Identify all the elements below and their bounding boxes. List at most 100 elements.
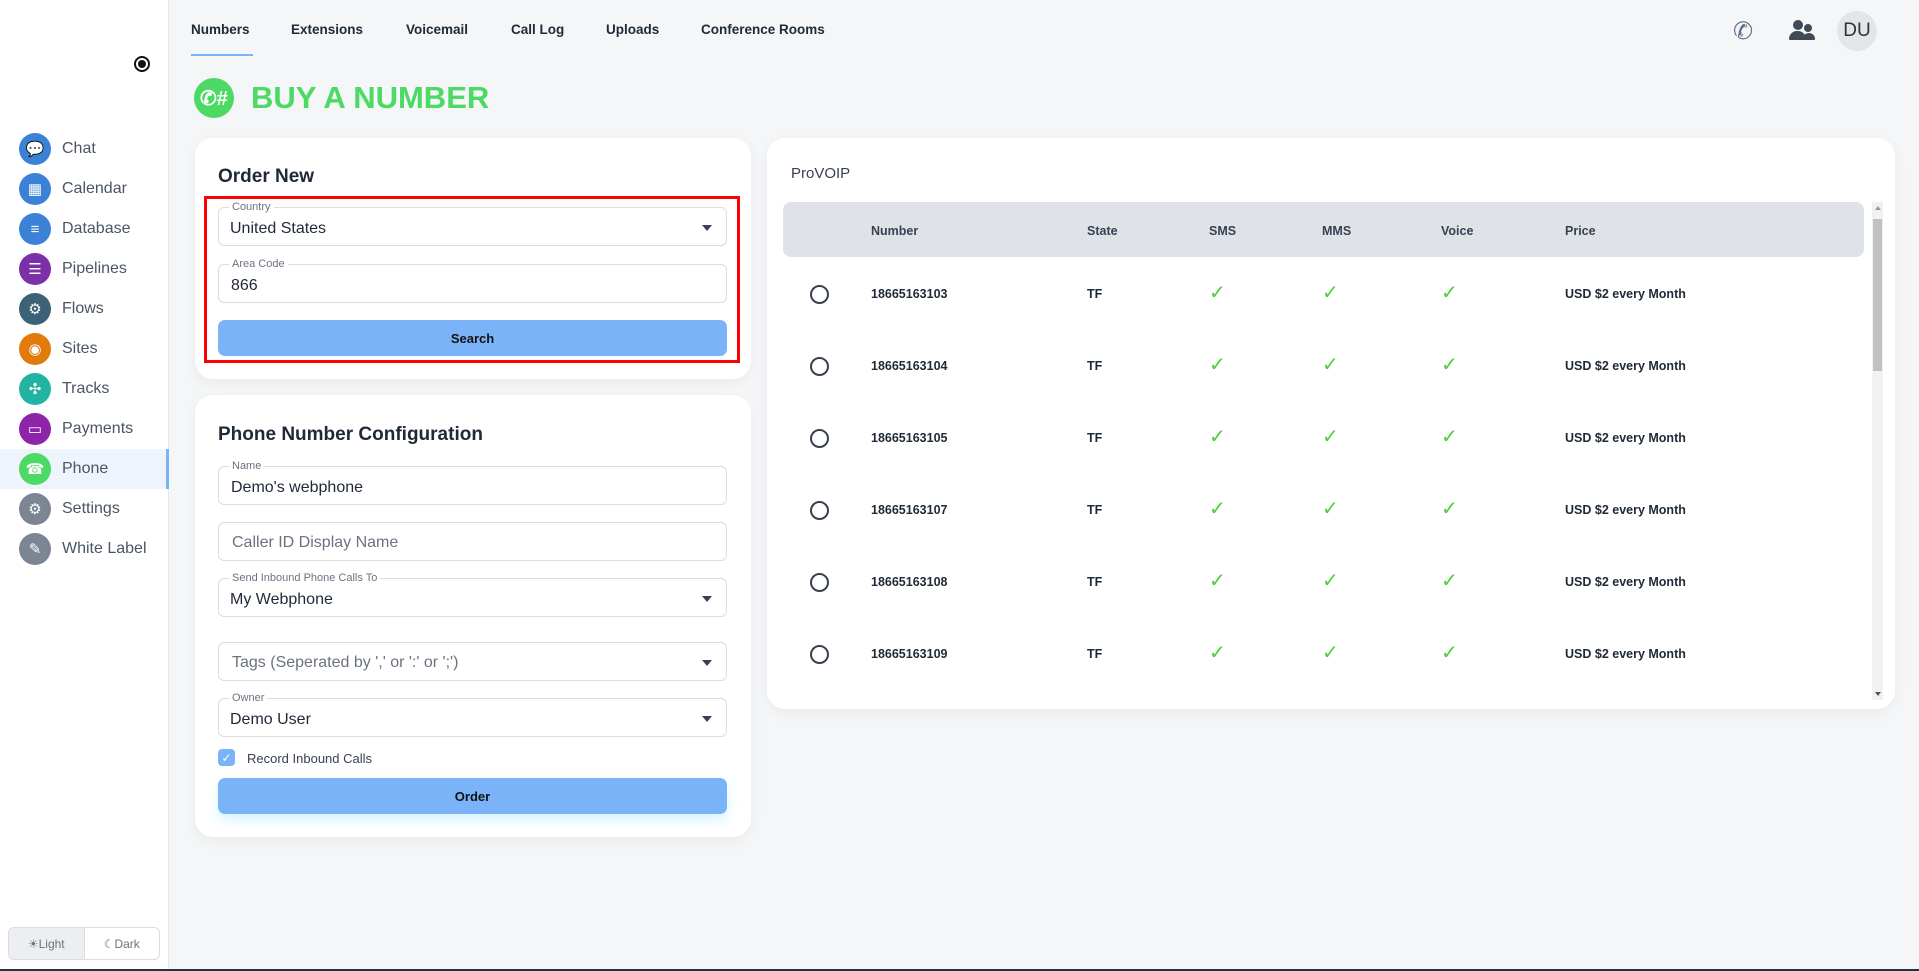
state-cell: TF [1087, 431, 1103, 445]
tab-extensions[interactable]: Extensions [291, 22, 364, 37]
theme-dark-button[interactable]: ☾ Dark [85, 928, 160, 959]
theme-light-button[interactable]: ☀ Light [9, 928, 85, 959]
table-row[interactable]: 18665163107 TF ✓ ✓ ✓ USD $2 every Month [783, 490, 1864, 530]
sidebar-item-calendar[interactable]: ▦ Calendar [0, 169, 169, 209]
send-inbound-select[interactable]: Send Inbound Phone Calls To My Webphone [218, 572, 727, 617]
state-cell: TF [1087, 575, 1103, 589]
active-tab-underline [191, 54, 253, 56]
row-radio[interactable] [810, 429, 829, 448]
price-cell: USD $2 every Month [1565, 647, 1686, 661]
tab-conference-rooms[interactable]: Conference Rooms [701, 22, 825, 37]
voice-check-icon: ✓ [1441, 426, 1458, 448]
tab-numbers[interactable]: Numbers [191, 22, 250, 37]
table-row[interactable]: 18665163103 TF ✓ ✓ ✓ USD $2 every Month [783, 274, 1864, 314]
highlight-box [204, 196, 740, 363]
sidebar-item-flows[interactable]: ⚙ Flows [0, 289, 169, 329]
pipelines-icon: ☰ [19, 253, 51, 285]
row-radio[interactable] [810, 573, 829, 592]
row-radio[interactable] [810, 285, 829, 304]
sidebar-item-white-label[interactable]: ✎ White Label [0, 529, 169, 569]
chevron-down-icon [702, 716, 712, 722]
tags-select[interactable]: Tags (Seperated by ',' or ':' or ';') [218, 642, 727, 681]
name-input[interactable]: Name Demo's webphone [218, 460, 727, 505]
sidebar-item-pipelines[interactable]: ☰ Pipelines [0, 249, 169, 289]
state-cell: TF [1087, 503, 1103, 517]
sidebar-item-database[interactable]: ≡ Database [0, 209, 169, 249]
white-label-icon: ✎ [19, 533, 51, 565]
contacts-icon[interactable] [1789, 18, 1815, 42]
owner-select[interactable]: Owner Demo User [218, 692, 727, 737]
price-cell: USD $2 every Month [1565, 359, 1686, 373]
tab-uploads[interactable]: Uploads [606, 22, 660, 37]
search-button[interactable]: Search [218, 320, 727, 356]
avatar[interactable]: DU [1837, 11, 1877, 51]
country-label: Country [229, 201, 274, 213]
dark-label: Dark [114, 936, 140, 951]
sidebar-item-settings[interactable]: ⚙ Settings [0, 489, 169, 529]
caller-id-input[interactable]: Caller ID Display Name [218, 522, 727, 561]
phone-call-icon[interactable]: ✆ [1733, 18, 1754, 45]
owner-label: Owner [229, 692, 268, 704]
column-header-price: Price [1565, 224, 1596, 238]
area-code-label: Area Code [229, 258, 288, 270]
table-row[interactable]: 18665163109 TF ✓ ✓ ✓ USD $2 every Month [783, 634, 1864, 674]
sun-icon: ☀ [27, 936, 39, 951]
voice-check-icon: ✓ [1441, 642, 1458, 664]
settings-icon: ⚙ [19, 493, 51, 525]
table-row[interactable]: 18665163105 TF ✓ ✓ ✓ USD $2 every Month [783, 418, 1864, 458]
number-cell: 18665163107 [871, 503, 948, 517]
mms-check-icon: ✓ [1322, 282, 1339, 304]
number-cell: 18665163108 [871, 575, 948, 589]
mms-check-icon: ✓ [1322, 498, 1339, 520]
theme-toggle: ☀ Light ☾ Dark [8, 927, 160, 960]
country-select[interactable]: Country United States [218, 201, 727, 246]
mms-check-icon: ✓ [1322, 642, 1339, 664]
sidebar-item-sites[interactable]: ◉ Sites [0, 329, 169, 369]
sidebar-item-phone[interactable]: ☎ Phone [0, 449, 169, 489]
mms-check-icon: ✓ [1322, 570, 1339, 592]
state-cell: TF [1087, 287, 1103, 301]
row-radio[interactable] [810, 357, 829, 376]
config-title: Phone Number Configuration [218, 424, 483, 445]
scrollbar-thumb[interactable] [1873, 219, 1882, 371]
scrollbar[interactable] [1872, 202, 1883, 700]
price-cell: USD $2 every Month [1565, 503, 1686, 517]
phone-icon: ☎ [19, 453, 51, 485]
owner-value: Demo User [230, 711, 311, 728]
sms-check-icon: ✓ [1209, 354, 1226, 376]
voice-check-icon: ✓ [1441, 498, 1458, 520]
sidebar-item-label: Payments [62, 420, 134, 437]
sidebar-item-payments[interactable]: ▭ Payments [0, 409, 169, 449]
column-header-voice: Voice [1441, 224, 1474, 238]
tab-call-log[interactable]: Call Log [511, 22, 565, 37]
sidebar-item-label: Database [62, 220, 131, 237]
order-new-title: Order New [218, 166, 315, 187]
light-label: Light [38, 936, 65, 951]
sidebar-toggle-icon[interactable] [134, 56, 150, 72]
order-button[interactable]: Order [218, 778, 727, 814]
sidebar-item-label: Calendar [62, 180, 127, 197]
sidebar-item-label: Sites [62, 340, 98, 357]
record-inbound-checkbox[interactable]: ✓ [218, 749, 235, 766]
row-radio[interactable] [810, 501, 829, 520]
flows-icon: ⚙ [19, 293, 51, 325]
buy-number-icon: ✆# [194, 78, 234, 118]
chat-icon: 💬 [19, 133, 51, 165]
page-title: BUY A NUMBER [251, 80, 490, 115]
table-row[interactable]: 18665163108 TF ✓ ✓ ✓ USD $2 every Month [783, 562, 1864, 602]
row-radio[interactable] [810, 645, 829, 664]
price-cell: USD $2 every Month [1565, 575, 1686, 589]
sidebar-item-label: Phone [62, 460, 109, 477]
area-code-value: 866 [231, 277, 258, 294]
chevron-down-icon [702, 596, 712, 602]
phone-config-card: Phone Number Configuration Name Demo's we… [195, 395, 751, 837]
state-cell: TF [1087, 359, 1103, 373]
sidebar-item-tracks[interactable]: ✣ Tracks [0, 369, 169, 409]
send-inbound-value: My Webphone [230, 591, 333, 608]
tab-voicemail[interactable]: Voicemail [406, 22, 469, 37]
table-row[interactable]: 18665163104 TF ✓ ✓ ✓ USD $2 every Month [783, 346, 1864, 386]
column-header-mms: MMS [1322, 224, 1352, 238]
area-code-input[interactable]: Area Code 866 [218, 258, 727, 303]
sidebar-item-chat[interactable]: 💬 Chat [0, 129, 169, 169]
table-header [783, 202, 1864, 257]
